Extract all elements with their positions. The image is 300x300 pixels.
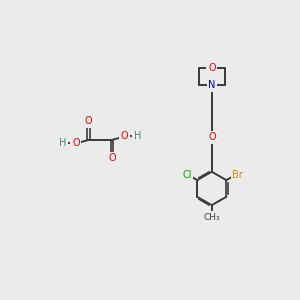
Text: O: O [208,132,216,142]
Text: N: N [208,80,216,90]
Text: H: H [134,131,141,142]
Text: O: O [72,138,80,148]
Text: O: O [208,63,216,73]
Text: O: O [108,153,116,164]
Text: Br: Br [232,170,243,180]
Text: O: O [121,131,128,142]
Text: H: H [59,138,67,148]
Text: O: O [85,116,92,127]
Text: Cl: Cl [182,170,192,180]
Text: CH₃: CH₃ [204,213,220,222]
